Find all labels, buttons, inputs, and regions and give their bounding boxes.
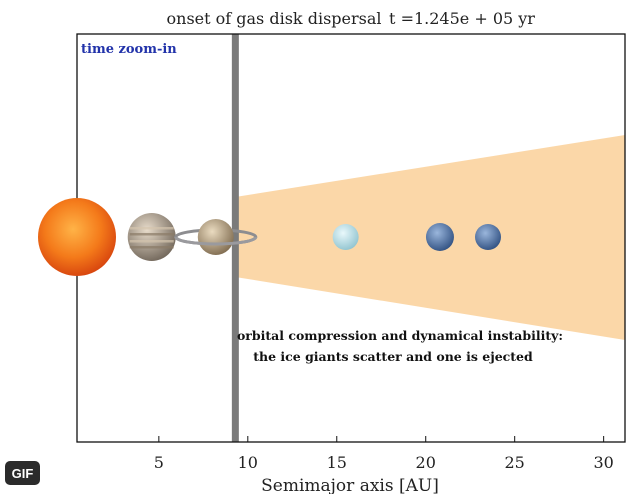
x-axis-ticks: 5 10 15 20 25 30 bbox=[154, 436, 614, 472]
planet-jupiter bbox=[127, 213, 176, 261]
jupiter-band bbox=[129, 240, 174, 243]
chart-title: onset of gas disk dispersal bbox=[167, 9, 382, 28]
x-tick-label: 25 bbox=[505, 453, 525, 472]
x-tick-label: 20 bbox=[416, 453, 436, 472]
annotation-line-2: the ice giants scatter and one is ejecte… bbox=[253, 349, 533, 364]
x-tick-label: 30 bbox=[593, 453, 613, 472]
gif-badge: GIF bbox=[5, 461, 40, 485]
jupiter-band bbox=[129, 227, 174, 230]
x-tick-label: 10 bbox=[238, 453, 258, 472]
x-tick-label: 5 bbox=[154, 453, 164, 472]
planet-neptune bbox=[425, 223, 454, 251]
bodies-group bbox=[38, 198, 501, 276]
gap-edge-line bbox=[231, 34, 239, 442]
annotation-line-1: orbital compression and dynamical instab… bbox=[237, 328, 563, 343]
planet-ice-giant bbox=[475, 224, 501, 250]
zoom-label: time zoom-in bbox=[81, 42, 177, 57]
jupiter-band bbox=[129, 233, 174, 236]
saturn-ring-front bbox=[174, 236, 258, 246]
planet-saturn bbox=[197, 219, 234, 255]
x-axis-label: Semimajor axis [AU] bbox=[261, 476, 439, 494]
chart-time: t =1.245e + 05 yr bbox=[389, 9, 535, 28]
planet-uranus bbox=[332, 224, 359, 250]
x-tick-label: 15 bbox=[327, 453, 347, 472]
jupiter-band bbox=[129, 246, 174, 249]
planet-sun bbox=[38, 198, 116, 276]
